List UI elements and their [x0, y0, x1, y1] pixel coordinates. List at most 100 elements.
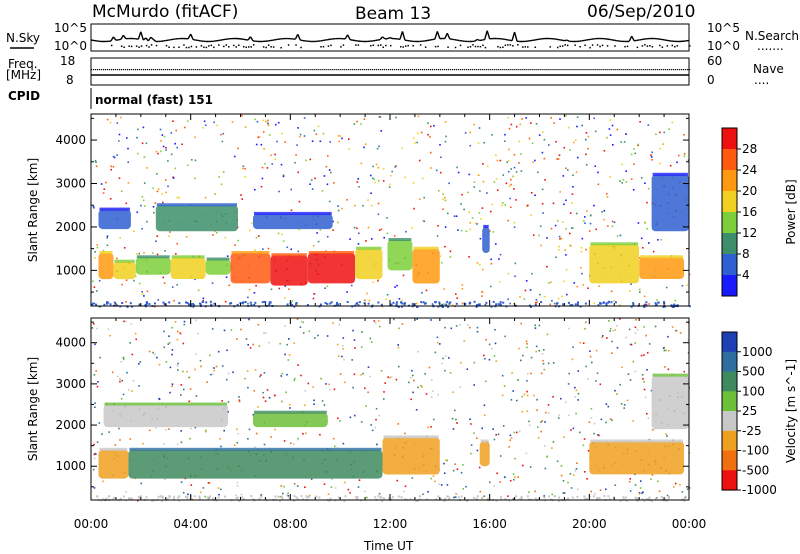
- scatter-point: [536, 301, 539, 303]
- scatter-point: [125, 202, 128, 205]
- nave-dot: [579, 69, 581, 71]
- scatter-point: [230, 329, 233, 331]
- scatter-point: [430, 167, 432, 169]
- nave-dot: [174, 69, 176, 71]
- scatter-point: [603, 218, 605, 221]
- scatter-point: [507, 159, 510, 162]
- echo-region-body: [482, 226, 490, 253]
- scatter-point: [559, 238, 561, 240]
- nsearch-dot: [155, 44, 158, 47]
- nave-dot: [124, 69, 127, 71]
- scatter-point: [220, 183, 223, 186]
- nave-dot: [190, 69, 192, 71]
- scatter-point: [139, 361, 142, 363]
- echo-region: [355, 246, 383, 280]
- near-range-point: [109, 303, 112, 306]
- scatter-point: [194, 159, 197, 162]
- scatter-point: [338, 323, 341, 326]
- scatter-point: [662, 347, 665, 349]
- scatter-point: [319, 433, 321, 436]
- scatter-point: [493, 181, 496, 183]
- scatter-point: [278, 190, 280, 193]
- scatter-point: [353, 339, 356, 341]
- scatter-point: [609, 176, 611, 178]
- nave-dot: [332, 69, 334, 71]
- colorbar-swatch: [722, 351, 737, 373]
- nave-dot: [425, 69, 428, 71]
- scatter-point: [432, 418, 435, 421]
- scatter-point: [223, 329, 226, 332]
- nsearch-dot: [123, 46, 125, 48]
- nave-dot: [108, 69, 111, 71]
- scatter-point: [572, 346, 574, 348]
- scatter-point: [558, 245, 560, 248]
- scatter-point: [542, 362, 545, 365]
- scatter-point: [611, 352, 613, 354]
- nave-dot: [543, 69, 545, 71]
- colorbar-swatch: [722, 391, 737, 412]
- scatter-point: [575, 389, 578, 392]
- y-tick-label: 4000: [55, 133, 86, 147]
- scatter-point: [240, 328, 242, 331]
- scatter-point: [650, 154, 652, 156]
- nsky-segment: [387, 37, 391, 40]
- scatter-point: [496, 189, 499, 191]
- near-range-point: [328, 499, 331, 502]
- scatter-point: [404, 485, 407, 488]
- scatter-point: [514, 476, 516, 478]
- scatter-point: [446, 484, 449, 486]
- scatter-point: [126, 137, 128, 139]
- colorbar-swatch: [722, 128, 737, 150]
- echo-region: [253, 211, 333, 230]
- scatter-point: [110, 168, 112, 171]
- scatter-point: [287, 492, 289, 494]
- scatter-point: [570, 429, 572, 431]
- echo-region-body: [98, 253, 114, 280]
- scatter-point: [333, 182, 335, 184]
- scatter-point: [478, 466, 481, 469]
- nave-dot: [344, 69, 346, 71]
- scatter-point: [537, 437, 540, 439]
- scatter-point: [168, 335, 170, 337]
- scatter-point: [403, 490, 405, 493]
- scatter-point: [686, 488, 689, 490]
- near-range-point: [420, 301, 423, 304]
- nave-dot: [350, 69, 352, 71]
- freq-label-line1: Freq.: [8, 57, 38, 71]
- scatter-point: [547, 362, 550, 365]
- near-range-point: [144, 304, 147, 307]
- scatter-point: [290, 209, 293, 212]
- scatter-point: [416, 132, 419, 135]
- scatter-point: [641, 374, 644, 376]
- scatter-point: [494, 342, 497, 345]
- scatter-point: [310, 179, 313, 181]
- scatter-point: [347, 488, 350, 491]
- near-range-point: [306, 304, 309, 306]
- nsearch-dot: [250, 46, 252, 48]
- nave-dot: [491, 69, 493, 71]
- near-range-point: [162, 301, 165, 304]
- nave-dot: [198, 69, 200, 71]
- nave-dot: [617, 69, 619, 71]
- near-range-point: [409, 498, 412, 501]
- scatter-point: [96, 290, 98, 292]
- scatter-point: [448, 357, 450, 359]
- near-range-point: [481, 496, 484, 499]
- scatter-point: [651, 159, 653, 161]
- scatter-point: [194, 136, 196, 138]
- nave-dot: [272, 69, 274, 71]
- scatter-point: [629, 379, 632, 381]
- scatter-point: [94, 257, 96, 259]
- scatter-point: [146, 290, 149, 293]
- near-range-point: [106, 301, 108, 304]
- scatter-point: [440, 484, 443, 486]
- scatter-point: [358, 479, 361, 481]
- scatter-point: [143, 156, 146, 158]
- scatter-point: [667, 368, 670, 371]
- scatter-point: [156, 235, 158, 237]
- scatter-point: [581, 237, 584, 240]
- nave-dot: [354, 69, 356, 71]
- scatter-point: [141, 195, 144, 198]
- near-range-point: [129, 302, 132, 305]
- nave-dot: [100, 69, 103, 71]
